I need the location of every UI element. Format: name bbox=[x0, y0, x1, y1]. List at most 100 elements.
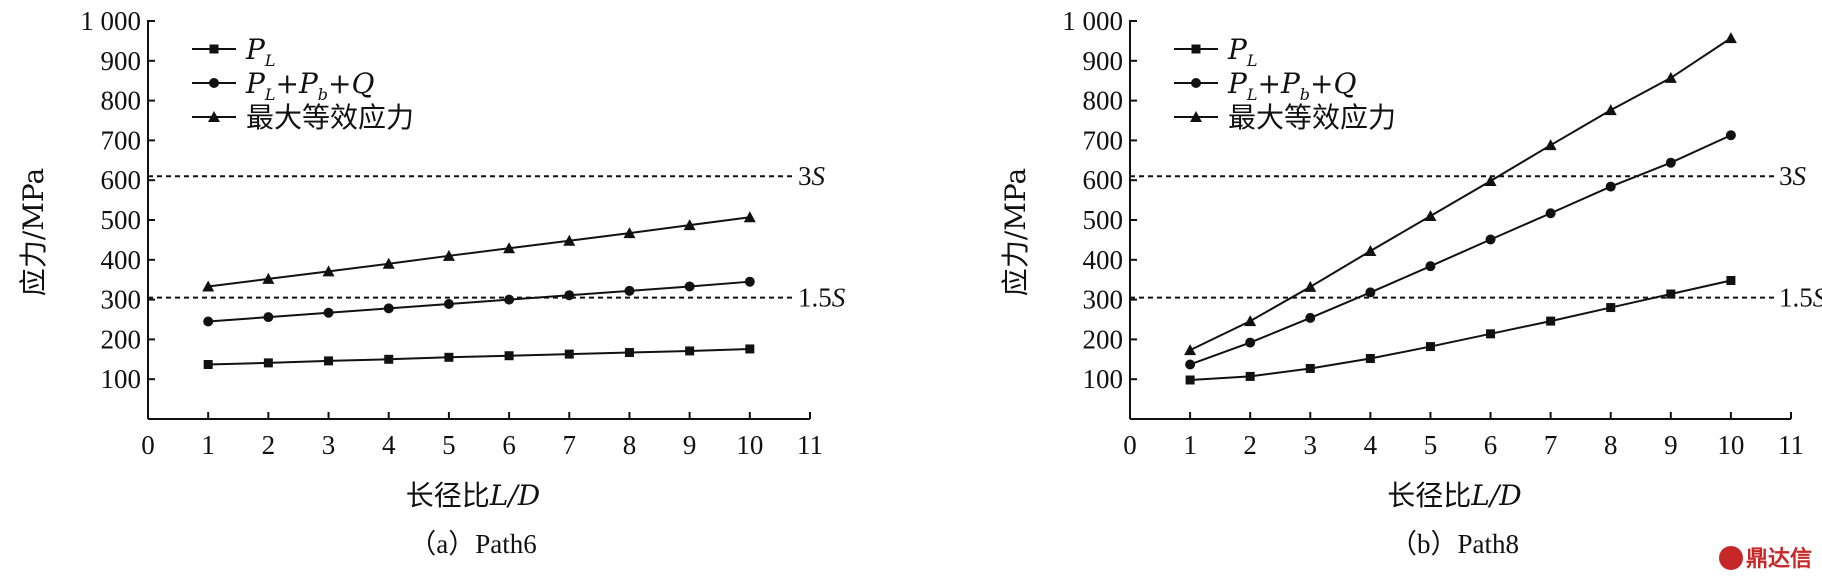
reference-label: 1.5S bbox=[798, 283, 846, 313]
data-point bbox=[1605, 181, 1616, 192]
series-line bbox=[1190, 279, 1732, 381]
data-point bbox=[382, 257, 395, 269]
data-point bbox=[564, 349, 574, 359]
y-tick-label: 400 bbox=[101, 245, 142, 275]
series-line bbox=[208, 280, 750, 323]
x-tick-label: 0 bbox=[1123, 430, 1137, 460]
x-tick-label: 2 bbox=[262, 430, 276, 460]
data-point bbox=[1424, 210, 1437, 222]
data-point bbox=[744, 276, 755, 287]
x-tick-label: 8 bbox=[623, 430, 637, 460]
data-point bbox=[1665, 157, 1676, 168]
x-axis-title: 长径比L/D bbox=[406, 479, 541, 512]
data-point bbox=[383, 303, 394, 314]
x-tick-label: 2 bbox=[1243, 430, 1257, 460]
data-point bbox=[1245, 337, 1256, 348]
legend-label: PL+Pb+Q bbox=[1227, 67, 1357, 104]
data-point bbox=[444, 352, 454, 362]
legend-label: PL bbox=[245, 33, 275, 70]
data-point bbox=[1486, 329, 1496, 339]
x-tick-label: 11 bbox=[797, 430, 823, 460]
data-point bbox=[1484, 174, 1497, 186]
x-tick-label: 6 bbox=[1484, 430, 1498, 460]
data-point bbox=[1245, 371, 1255, 381]
data-point bbox=[745, 344, 755, 354]
data-point bbox=[1666, 289, 1676, 299]
watermark-logo-icon bbox=[1718, 546, 1743, 570]
data-point bbox=[203, 316, 214, 327]
data-point bbox=[1425, 342, 1435, 352]
data-point bbox=[442, 249, 455, 261]
data-point bbox=[624, 285, 635, 296]
legend-marker bbox=[1191, 78, 1201, 88]
series-3 bbox=[202, 211, 756, 292]
legend-label: 最大等效应力 bbox=[1228, 101, 1396, 134]
data-point bbox=[1485, 234, 1496, 245]
data-point bbox=[1604, 104, 1617, 116]
x-tick-label: 11 bbox=[1778, 430, 1804, 460]
series-line bbox=[1189, 37, 1732, 352]
data-point bbox=[263, 312, 274, 323]
data-point bbox=[1244, 315, 1257, 327]
series-2 bbox=[1185, 130, 1736, 370]
legend-marker bbox=[209, 44, 219, 54]
y-tick-label: 300 bbox=[1083, 285, 1124, 315]
x-tick-label: 8 bbox=[1604, 430, 1618, 460]
watermark-text: 鼎达信 bbox=[1745, 547, 1812, 572]
data-point bbox=[1184, 344, 1197, 356]
data-point bbox=[1545, 208, 1556, 219]
y-tick-label: 900 bbox=[1083, 46, 1124, 76]
y-tick-label: 100 bbox=[101, 364, 142, 394]
x-tick-label: 7 bbox=[563, 430, 577, 460]
y-tick-label: 700 bbox=[1083, 125, 1124, 155]
x-tick-label: 1 bbox=[1183, 430, 1197, 460]
x-tick-label: 5 bbox=[442, 430, 456, 460]
data-point bbox=[263, 358, 273, 368]
y-tick-label: 700 bbox=[101, 125, 142, 155]
data-point bbox=[322, 265, 335, 277]
data-point bbox=[1185, 359, 1196, 370]
series-3 bbox=[1184, 32, 1737, 356]
y-tick-label: 500 bbox=[101, 205, 142, 235]
data-point bbox=[624, 348, 634, 358]
data-point bbox=[1544, 139, 1557, 151]
data-point bbox=[443, 298, 454, 309]
data-point bbox=[503, 242, 516, 254]
x-tick-label: 5 bbox=[1424, 430, 1438, 460]
y-tick-label: 100 bbox=[1083, 364, 1124, 394]
data-point bbox=[323, 307, 334, 318]
x-tick-label: 3 bbox=[1304, 430, 1318, 460]
x-tick-label: 9 bbox=[1664, 430, 1678, 460]
data-point bbox=[1425, 261, 1436, 272]
series-2 bbox=[203, 276, 755, 327]
x-tick-label: 1 bbox=[201, 430, 215, 460]
chart-panel-b: 0 1 2 3 4 5 6 7 8 9 10 11 100 200 300 400 500 600 700 800 90… bbox=[999, 6, 1822, 559]
panel-caption: （a）Path6 bbox=[409, 529, 537, 559]
y-tick-label: 500 bbox=[1083, 205, 1124, 235]
data-point bbox=[384, 354, 394, 364]
data-point bbox=[684, 281, 695, 292]
reference-label: 3S bbox=[1779, 161, 1807, 191]
y-tick-label: 400 bbox=[1083, 245, 1124, 275]
data-point bbox=[1305, 312, 1316, 323]
series-1 bbox=[203, 344, 755, 369]
x-tick-label: 9 bbox=[683, 430, 697, 460]
data-point bbox=[685, 346, 695, 356]
series-line bbox=[208, 216, 750, 288]
legend-label: 最大等效应力 bbox=[246, 101, 414, 134]
y-tick-label: 200 bbox=[1083, 324, 1124, 354]
legend-label: PL+Pb+Q bbox=[245, 67, 375, 104]
legend-label: PL bbox=[1227, 33, 1257, 70]
data-point bbox=[1364, 245, 1377, 257]
series-1 bbox=[1185, 275, 1736, 385]
data-point bbox=[683, 219, 696, 231]
data-point bbox=[504, 351, 514, 361]
x-tick-label: 4 bbox=[1364, 430, 1378, 460]
y-axis-title: 应力/MPa bbox=[999, 168, 1032, 296]
x-tick-label: 4 bbox=[382, 430, 396, 460]
y-tick-label: 900 bbox=[101, 46, 142, 76]
data-point bbox=[1606, 303, 1616, 313]
